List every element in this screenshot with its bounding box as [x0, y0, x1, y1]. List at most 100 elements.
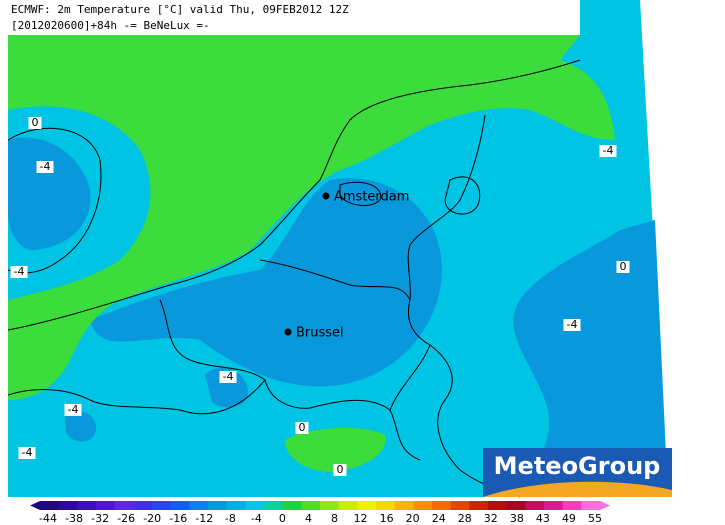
contour-label: 0: [616, 260, 630, 273]
border: [407, 114, 486, 301]
contour-label-text: -4: [40, 160, 51, 173]
contour-label: -4: [64, 403, 82, 416]
colorbar-swatch: [77, 501, 97, 510]
colorbar-tick-label: 49: [562, 512, 576, 525]
colorbar-swatch: [525, 501, 545, 510]
colorbar-swatch: [114, 501, 134, 510]
contour-label-box: [333, 464, 347, 476]
contour-label: -4: [599, 144, 617, 157]
colorbar-tick-label: -26: [117, 512, 135, 525]
colorbar-swatch: [133, 501, 153, 510]
colorbar-tick-label: 12: [354, 512, 368, 525]
colorbar-swatch: [357, 501, 377, 510]
contour-label-box: [599, 145, 617, 157]
colorbar-tick-label: -8: [225, 512, 236, 525]
colorbar-swatch: [488, 501, 508, 510]
contour-label: -4: [219, 370, 237, 383]
colorbar-tick-label: 55: [588, 512, 602, 525]
border: [159, 299, 421, 461]
colorbar-swatch: [469, 501, 489, 510]
colorbar-tick-label: 20: [406, 512, 420, 525]
cold-region: [8, 137, 91, 250]
contour-label: 0: [333, 463, 347, 476]
colorbar-tick-label: -44: [39, 512, 57, 525]
contour-label-box: [36, 161, 54, 173]
contour-label-box: [295, 422, 309, 434]
colorbar-swatch: [376, 501, 396, 510]
coastline: [7, 127, 102, 274]
colorbar-tick-label: -32: [91, 512, 109, 525]
colorbar-swatch: [58, 501, 78, 510]
colorbar-tick-label: 0: [279, 512, 286, 525]
colorbar-tick-label: 8: [331, 512, 338, 525]
contour-label-text: 0: [32, 116, 39, 129]
colorbar-swatch: [189, 501, 209, 510]
colorbar-swatch: [170, 501, 190, 510]
contour-label-box: [563, 319, 581, 331]
colorbar-tick-label: 4: [305, 512, 312, 525]
colorbar-swatch: [432, 501, 452, 510]
coastline: [7, 59, 581, 331]
colorbar-tick-label: 43: [536, 512, 550, 525]
cold-region: [205, 367, 249, 408]
header-line: ECMWF: 2m Temperature [°C] valid Thu, 09…: [11, 3, 349, 16]
colorbar-arrow: [30, 501, 40, 510]
logo-text: MeteoGroup: [494, 452, 661, 480]
cold-region: [513, 220, 668, 497]
contour-label-box: [219, 371, 237, 383]
colorbar-tick-label: -12: [195, 512, 213, 525]
colorbar-swatch: [394, 501, 414, 510]
contour-label-text: -4: [223, 370, 234, 383]
contour-label-text: 0: [337, 463, 344, 476]
colorbar-swatch: [544, 501, 564, 510]
logo-swoosh: [483, 481, 672, 497]
colorbar-swatch: [320, 501, 340, 510]
colorbar-arrow: [600, 501, 610, 510]
colorbar-swatch: [226, 501, 246, 510]
city-label: Brussel: [296, 326, 344, 341]
cold-region: [90, 178, 442, 387]
contour-label-box: [64, 404, 82, 416]
contour-label: -4: [10, 265, 28, 278]
colorbar-swatch: [40, 501, 60, 510]
coastline: [339, 181, 382, 206]
contour-label-text: 0: [299, 421, 306, 434]
city-label: Amsterdam: [334, 190, 409, 205]
colorbar-tick-label: 38: [510, 512, 524, 525]
colorbar-swatch: [282, 501, 302, 510]
colorbar-swatch: [264, 501, 284, 510]
contour-label-text: 0: [620, 260, 627, 273]
colorbar-swatch: [208, 501, 228, 510]
contour-label-text: -4: [567, 318, 578, 331]
colorbar-swatch: [562, 501, 582, 510]
contour-label-text: -4: [14, 265, 25, 278]
contour-label: 0: [28, 116, 42, 129]
colorbar-tick-label: -16: [169, 512, 187, 525]
warm-region: [8, 35, 615, 400]
colorbar-tick-label: 24: [432, 512, 446, 525]
warm-region: [285, 428, 386, 472]
border: [7, 379, 266, 415]
contour-label: -4: [18, 446, 36, 459]
coastline: [444, 176, 481, 215]
colorbar-tick-label: -20: [143, 512, 161, 525]
colorbar-swatch: [581, 501, 601, 510]
colorbar-tick-label: 32: [484, 512, 498, 525]
colorbar-swatch: [506, 501, 526, 510]
contour-label-box: [10, 266, 28, 278]
header-line: [2012020600]+84h -= BeNeLux =-: [11, 19, 210, 32]
colorbar-tick-label: 28: [458, 512, 472, 525]
colorbar-swatch: [413, 501, 433, 510]
colorbar-tick-label: 16: [380, 512, 394, 525]
colorbar-tick-label: -38: [65, 512, 83, 525]
cold-region: [65, 410, 97, 442]
colorbar-swatch: [301, 501, 321, 510]
contour-label: -4: [36, 160, 54, 173]
colorbar-swatch: [338, 501, 358, 510]
contour-label: 0: [295, 421, 309, 434]
colorbar-tick-label: -4: [251, 512, 262, 525]
contour-label-box: [18, 447, 36, 459]
contour-label-text: -4: [22, 446, 33, 459]
